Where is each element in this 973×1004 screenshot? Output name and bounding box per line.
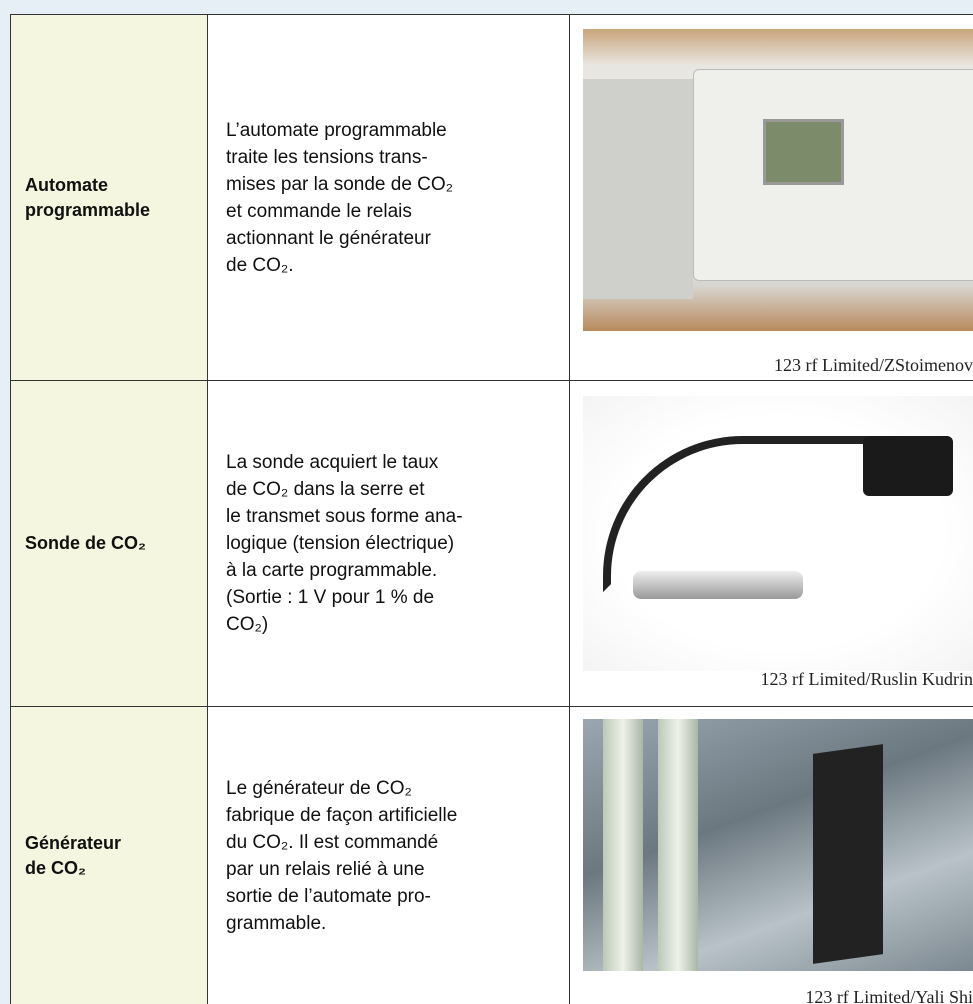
- label-line: programmable: [25, 199, 151, 220]
- description-line: (Sortie : 1 V pour 1 % de: [226, 587, 435, 608]
- sensor: [633, 571, 803, 599]
- photo: [583, 719, 973, 971]
- label-cell: Générateur de CO₂: [10, 707, 208, 1004]
- plc-screen: [763, 119, 844, 185]
- description-line: Le générateur de CO₂: [226, 777, 412, 799]
- description-cell: L’automate programmable traite les tensio…: [208, 15, 570, 380]
- description-line: fabrique de façon artificielle: [226, 804, 458, 826]
- label-line: de CO₂: [25, 857, 87, 878]
- table-row: Sonde de CO₂ La sonde acquiert le taux de …: [10, 380, 973, 706]
- generator: [813, 744, 883, 964]
- table-row: Générateur de CO₂ Le générateur de CO₂ fabr…: [10, 706, 973, 1004]
- image-cell: 123 rf Limited/Ruslin Kudrin: [570, 381, 973, 706]
- description-cell: Le générateur de CO₂ fabrique de façon ar…: [208, 707, 570, 1004]
- description-line: grammable.: [226, 912, 327, 934]
- cable: [603, 436, 899, 592]
- label-cell: Sonde de CO₂: [10, 381, 208, 706]
- pipe: [603, 719, 643, 971]
- image-cell: 123 rf Limited/ZStoimenov: [570, 15, 973, 380]
- rail: [583, 79, 693, 299]
- caption: 123 rf Limited/Ruslin Kudrin: [760, 669, 973, 689]
- description-line: et commande le relais: [226, 200, 412, 222]
- description-line: traite les tensions trans-: [226, 146, 428, 168]
- caption: 123 rf Limited/ZStoimenov: [774, 355, 973, 375]
- photo: [583, 29, 973, 331]
- photo: [583, 396, 973, 671]
- description-line: La sonde acquiert le taux: [226, 452, 439, 473]
- description-line: CO₂): [226, 614, 269, 635]
- label-line: Sonde de CO₂: [25, 533, 147, 553]
- image-cell: 123 rf Limited/Yali Shi: [570, 707, 973, 1004]
- description-line: de CO₂.: [226, 254, 294, 276]
- description-line: à la carte programmable.: [226, 560, 438, 581]
- description-line: de CO₂ dans la serre et: [226, 479, 425, 500]
- description-line: logique (tension électrique): [226, 533, 455, 554]
- description-cell: La sonde acquiert le taux de CO₂ dans la …: [208, 381, 570, 706]
- description-line: du CO₂. Il est commandé: [226, 831, 439, 853]
- caption: 123 rf Limited/Yali Shi: [805, 987, 973, 1004]
- description-line: sortie de l’automate pro-: [226, 885, 431, 907]
- description-line: actionnant le générateur: [226, 227, 431, 249]
- label-line: Automate: [25, 174, 109, 195]
- description-line: L’automate programmable: [226, 119, 447, 141]
- description-line: mises par la sonde de CO₂: [226, 173, 454, 195]
- description-line: par un relais relié à une: [226, 858, 425, 880]
- connector: [863, 436, 953, 496]
- table-row: Automate programmable L’automate programma…: [10, 14, 973, 380]
- label-cell: Automate programmable: [10, 15, 208, 380]
- label-line: Générateur: [25, 832, 122, 853]
- pipe: [658, 719, 698, 971]
- description-line: le transmet sous forme ana-: [226, 506, 463, 527]
- table: Automate programmable L’automate programma…: [10, 14, 973, 1004]
